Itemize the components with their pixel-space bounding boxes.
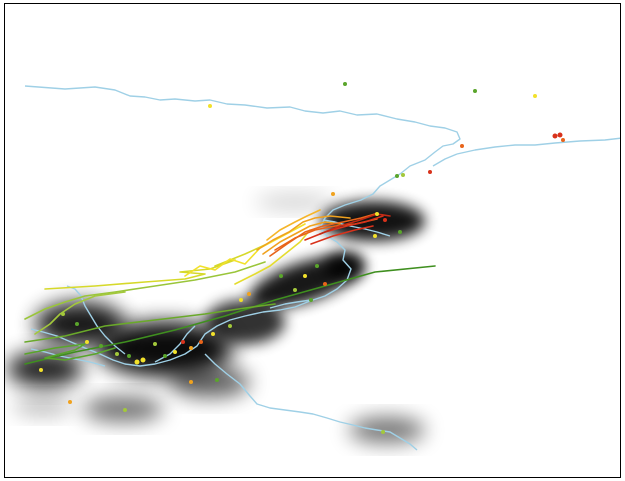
track bbox=[24, 303, 276, 343]
river bbox=[322, 219, 391, 237]
observation-point bbox=[561, 138, 565, 142]
observation-point bbox=[293, 288, 297, 292]
point-layer bbox=[39, 82, 565, 434]
track bbox=[34, 291, 126, 335]
hotspot bbox=[170, 366, 250, 398]
observation-point bbox=[373, 234, 377, 238]
observation-point bbox=[68, 400, 72, 404]
observation-point bbox=[153, 342, 157, 346]
river bbox=[66, 285, 126, 355]
hotspot bbox=[325, 252, 365, 280]
track bbox=[310, 225, 374, 245]
observation-point bbox=[309, 298, 313, 302]
track bbox=[24, 261, 266, 320]
observation-point bbox=[127, 354, 131, 358]
hotspot bbox=[97, 321, 233, 377]
observation-point bbox=[401, 173, 405, 177]
track bbox=[262, 221, 341, 255]
track bbox=[269, 213, 376, 257]
observation-point bbox=[61, 312, 65, 316]
observation-point bbox=[460, 144, 464, 148]
observation-point bbox=[552, 133, 558, 139]
track bbox=[24, 343, 116, 361]
observation-point bbox=[228, 324, 232, 328]
map-canvas[interactable] bbox=[5, 4, 621, 478]
river bbox=[204, 353, 418, 451]
track bbox=[304, 215, 384, 241]
hotspot bbox=[255, 194, 335, 210]
hotspot bbox=[35, 302, 125, 346]
observation-point bbox=[39, 368, 43, 372]
observation-point bbox=[383, 218, 387, 222]
observation-point bbox=[189, 380, 193, 384]
observation-point bbox=[181, 340, 185, 344]
river bbox=[456, 137, 620, 155]
observation-point bbox=[163, 354, 167, 358]
observation-point bbox=[99, 344, 103, 348]
observation-point bbox=[315, 264, 319, 268]
river bbox=[269, 299, 312, 309]
observation-point bbox=[395, 174, 399, 178]
observation-point bbox=[323, 282, 327, 286]
observation-point bbox=[398, 230, 402, 234]
observation-point bbox=[239, 298, 243, 302]
observation-point bbox=[331, 192, 335, 196]
observation-point bbox=[208, 104, 212, 108]
track bbox=[234, 229, 311, 285]
observation-point bbox=[533, 94, 537, 98]
observation-point bbox=[381, 430, 385, 434]
observation-point bbox=[211, 332, 215, 336]
observation-point bbox=[85, 340, 89, 344]
observation-point bbox=[343, 82, 347, 86]
observation-point bbox=[375, 212, 379, 216]
map-frame bbox=[4, 3, 621, 478]
hotspot bbox=[349, 417, 425, 443]
track bbox=[24, 265, 436, 365]
observation-point bbox=[123, 408, 127, 412]
river bbox=[432, 153, 458, 167]
observation-point bbox=[428, 170, 432, 174]
observation-point bbox=[189, 346, 193, 350]
track bbox=[266, 209, 321, 241]
observation-point bbox=[173, 350, 177, 354]
river bbox=[30, 348, 106, 367]
observation-point bbox=[140, 357, 146, 363]
river bbox=[24, 85, 461, 367]
observation-point bbox=[303, 274, 307, 278]
track bbox=[44, 243, 268, 290]
observation-point bbox=[115, 352, 119, 356]
observation-point bbox=[215, 378, 219, 382]
observation-point bbox=[473, 89, 477, 93]
hotspot bbox=[13, 396, 73, 416]
river-layer bbox=[24, 85, 620, 451]
hotspot bbox=[7, 351, 83, 387]
observation-point bbox=[557, 132, 563, 138]
observation-point bbox=[279, 274, 283, 278]
track-layer bbox=[24, 209, 436, 365]
observation-point bbox=[199, 340, 203, 344]
observation-point bbox=[247, 292, 251, 296]
observation-point bbox=[134, 359, 140, 365]
track bbox=[319, 213, 391, 235]
track bbox=[256, 215, 351, 251]
hotspot bbox=[83, 396, 163, 422]
observation-point bbox=[75, 322, 79, 326]
